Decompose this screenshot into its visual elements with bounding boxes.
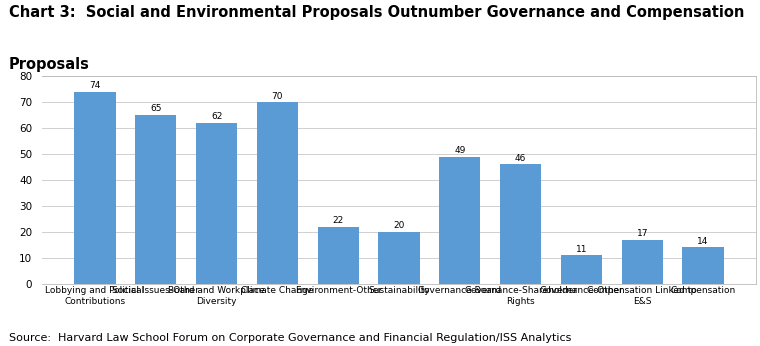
Bar bbox=[622, 239, 663, 284]
Bar bbox=[135, 115, 176, 284]
Text: 65: 65 bbox=[150, 104, 162, 113]
Bar bbox=[682, 247, 724, 284]
Bar bbox=[257, 102, 298, 284]
Text: 17: 17 bbox=[636, 229, 648, 238]
Bar bbox=[318, 227, 359, 284]
Bar bbox=[500, 164, 541, 284]
Bar bbox=[74, 92, 116, 284]
Bar bbox=[196, 123, 237, 284]
Text: 46: 46 bbox=[515, 154, 527, 163]
Text: 14: 14 bbox=[698, 237, 709, 246]
Text: Chart 3:  Social and Environmental Proposals Outnumber Governance and Compensati: Chart 3: Social and Environmental Propos… bbox=[9, 5, 745, 20]
Text: 20: 20 bbox=[394, 221, 404, 230]
Text: 74: 74 bbox=[89, 81, 100, 90]
Bar bbox=[561, 255, 602, 284]
Text: 62: 62 bbox=[211, 112, 222, 121]
Text: 49: 49 bbox=[454, 146, 465, 155]
Text: Proposals: Proposals bbox=[9, 57, 90, 72]
Bar bbox=[378, 232, 420, 284]
Bar bbox=[439, 156, 480, 284]
Text: Source:  Harvard Law School Forum on Corporate Governance and Financial Regulati: Source: Harvard Law School Forum on Corp… bbox=[9, 333, 572, 343]
Text: 22: 22 bbox=[333, 216, 344, 225]
Text: 70: 70 bbox=[271, 91, 283, 101]
Text: 11: 11 bbox=[575, 245, 587, 254]
